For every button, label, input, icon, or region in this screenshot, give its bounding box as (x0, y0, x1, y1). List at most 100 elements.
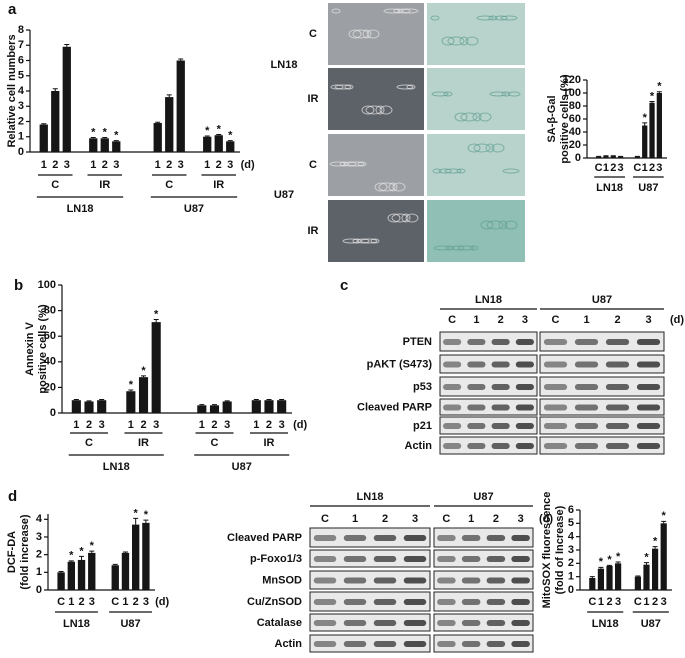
cell-shape (491, 143, 505, 153)
error-bar (589, 576, 595, 578)
bar (71, 400, 81, 413)
band (313, 599, 337, 605)
error-bar (122, 551, 128, 553)
cell-shape (465, 36, 479, 46)
cell-shape (342, 238, 360, 244)
cell-shape (406, 84, 416, 90)
error-bar (598, 566, 604, 569)
error-bar (615, 561, 621, 564)
panel-label: b (14, 277, 23, 294)
y-tick-label: 0 (36, 584, 42, 596)
x-tick-label: 1 (204, 159, 210, 171)
error-bar (112, 563, 118, 566)
bar (121, 552, 130, 590)
band (443, 384, 462, 390)
blot-strip (433, 613, 534, 632)
x-tick-label: 1 (642, 162, 648, 174)
y-tick-label: 60 (569, 113, 581, 125)
lane-label: 1 (583, 314, 589, 326)
significance-mark: * (114, 129, 119, 141)
band (443, 339, 462, 345)
bar (112, 141, 121, 152)
band (574, 423, 599, 429)
bar (67, 561, 75, 590)
band (511, 535, 530, 541)
cell-shape (396, 84, 414, 90)
band (515, 404, 534, 411)
band (574, 339, 599, 345)
y-tick-label: 100 (38, 279, 56, 291)
band (467, 423, 486, 429)
cell-shape (460, 112, 478, 122)
cell-shape (498, 220, 508, 230)
band (486, 599, 506, 605)
cell-shape (444, 168, 462, 174)
significance-mark: * (144, 509, 149, 521)
x-tick-label: 1 (122, 596, 128, 608)
cell-shape (352, 238, 362, 244)
error-bar (211, 404, 217, 406)
band (515, 361, 534, 368)
group-label: C (211, 437, 219, 449)
bar (100, 138, 109, 152)
bar (617, 156, 624, 158)
band (343, 556, 367, 562)
x-tick-label: 2 (649, 162, 655, 174)
bar (660, 523, 667, 590)
error-bar (133, 517, 139, 525)
x-unit: (d) (670, 314, 684, 326)
band (437, 556, 456, 562)
error-bar (153, 319, 159, 323)
error-bar (199, 404, 205, 406)
bar (77, 559, 86, 590)
y-axis-label: (fold of Increase) (554, 505, 566, 594)
significance-mark: * (228, 129, 233, 141)
error-bar (90, 137, 96, 139)
y-axis-label: positive cells (%) (559, 74, 571, 164)
x-tick-label: 1 (253, 419, 259, 431)
band (373, 556, 397, 562)
band (461, 577, 481, 584)
group-label: C (51, 179, 59, 191)
band (543, 443, 568, 449)
band (636, 443, 661, 449)
error-bar (155, 121, 161, 124)
lane-label: C (321, 513, 329, 525)
y-axis-label: Relative cell numbers (6, 34, 18, 147)
x-tick-label: 1 (128, 419, 134, 431)
y-tick-label: 40 (569, 126, 581, 138)
band (511, 641, 530, 647)
significance-mark: * (644, 552, 649, 564)
x-tick-label: 1 (41, 159, 47, 171)
cell-shape (486, 220, 504, 230)
x-tick-label: C (588, 596, 596, 608)
blot-strip (539, 354, 665, 374)
x-tick-label: 1 (155, 159, 161, 171)
x-tick-label: 3 (618, 162, 624, 174)
cell-shape (473, 143, 491, 153)
cell-shape (383, 8, 401, 14)
band (605, 404, 630, 411)
blot-strip (309, 634, 431, 653)
cell-line-label: U87 (638, 182, 658, 194)
band (313, 556, 337, 562)
cell-shape (344, 84, 354, 90)
band (511, 556, 530, 562)
row-label: Catalase (257, 617, 302, 629)
cell-shape (451, 245, 465, 251)
bar (603, 156, 609, 158)
y-tick-label: 6 (18, 54, 24, 66)
cell-shape (357, 161, 367, 167)
error-bar (656, 91, 662, 93)
significance-mark: * (650, 90, 655, 102)
error-bar (178, 58, 184, 61)
x-tick-label: 2 (52, 159, 58, 171)
x-tick-label: 2 (266, 419, 272, 431)
band (313, 535, 337, 541)
band (343, 535, 367, 541)
x-tick-label: C (57, 596, 65, 608)
bar (57, 572, 65, 590)
x-tick-label: 3 (153, 419, 159, 431)
bar (111, 565, 119, 590)
blot-strip (539, 331, 665, 352)
